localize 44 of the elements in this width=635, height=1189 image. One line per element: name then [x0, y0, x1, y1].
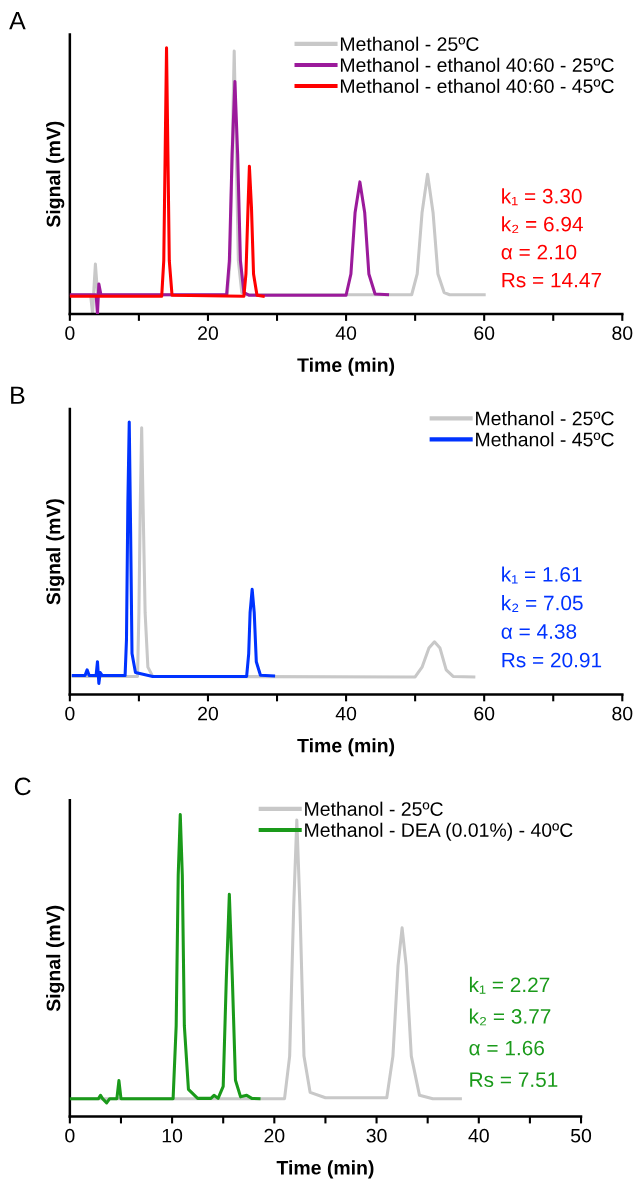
- annotation: k₂ = 6.94: [502, 216, 583, 234]
- x-tick-label: 40: [468, 1128, 489, 1143]
- x-tick-label: 40: [335, 706, 357, 721]
- legend-label: Methanol - ethanol 40:60 - 25ºC: [340, 57, 614, 72]
- x-tick-label: 10: [162, 1128, 183, 1143]
- x-tick-label: 20: [264, 1128, 285, 1143]
- annotation: Rs = 20.91: [502, 652, 602, 668]
- x-tick-label: 0: [65, 326, 75, 340]
- annotation: α = 2.10: [501, 244, 577, 260]
- x-tick-label: 0: [65, 1128, 75, 1143]
- y-axis-title: Signal (mV): [46, 905, 65, 1012]
- legend-label: Methanol - 25ºC: [305, 801, 443, 816]
- legend-label: Methanol - 25ºC: [340, 36, 479, 51]
- legend-label: Methanol - 25ºC: [476, 411, 614, 426]
- chart-title: B: [11, 386, 25, 404]
- x-tick-label: 30: [366, 1128, 387, 1143]
- x-tick-label: 20: [198, 326, 219, 340]
- legend-label: Methanol - 45ºC: [476, 432, 614, 447]
- x-tick-label: 60: [474, 706, 495, 721]
- annotation: Rs = 14.47: [502, 272, 602, 288]
- chart-title: A: [9, 12, 26, 30]
- x-tick-label: 50: [570, 1128, 592, 1143]
- annotation: k₁ = 3.30: [502, 188, 582, 206]
- annotation: k₂ = 3.77: [469, 1008, 551, 1026]
- x-tick-label: 80: [612, 706, 633, 721]
- legend-label: Methanol - ethanol 40:60 - 45ºC: [340, 78, 614, 94]
- x-axis-title: Time (min): [297, 357, 395, 376]
- annotation: k₁ = 1.61: [502, 566, 582, 584]
- chart-title: C: [14, 777, 31, 796]
- annotation: k₂ = 7.05: [502, 595, 583, 612]
- annotation: α = 4.38: [501, 624, 577, 639]
- x-axis-title: Time (min): [297, 738, 395, 757]
- y-axis-title: Signal (mV): [46, 121, 65, 228]
- annotation: k₁ = 2.27: [469, 976, 550, 994]
- x-tick-label: 80: [612, 326, 633, 340]
- x-axis-title: Time (min): [276, 1160, 374, 1179]
- x-tick-label: 40: [335, 326, 357, 340]
- annotation: α = 1.66: [469, 1040, 544, 1056]
- legend-label: Methanol - DEA (0.01%) - 40ºC: [305, 822, 573, 841]
- x-tick-label: 0: [65, 706, 75, 721]
- x-tick-label: 20: [198, 706, 219, 721]
- x-tick-label: 60: [474, 326, 495, 340]
- y-axis-title: Signal (mV): [46, 499, 65, 605]
- annotation: Rs = 7.51: [470, 1072, 558, 1088]
